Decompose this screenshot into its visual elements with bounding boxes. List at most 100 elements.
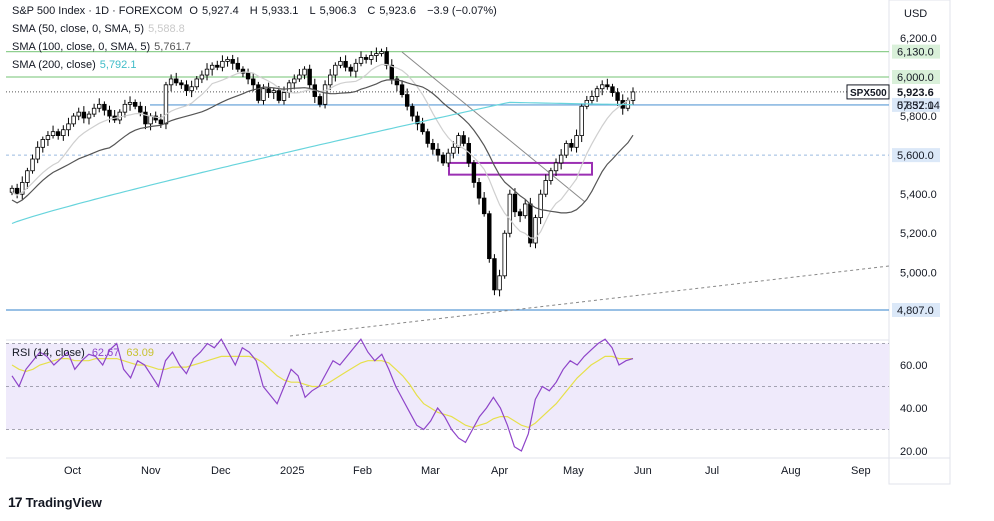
symbol-title: S&P 500 Index · 1D · FOREXCOM (12, 5, 183, 17)
candle (215, 64, 220, 68)
candle (122, 103, 128, 113)
candle (420, 123, 425, 133)
candle (230, 59, 235, 64)
candle (102, 103, 107, 111)
candle (446, 152, 451, 164)
candle (30, 158, 35, 172)
candle (548, 170, 554, 181)
candle (333, 64, 338, 76)
candle (184, 84, 189, 92)
candle (40, 139, 45, 148)
candle (256, 84, 261, 101)
ohlc-high: H 5,933.1 (249, 5, 299, 17)
candle (317, 96, 323, 105)
candle (338, 60, 343, 66)
candle (199, 74, 205, 80)
price-label-bg (892, 44, 940, 59)
candle (605, 84, 610, 88)
candle (389, 64, 394, 80)
sma100-line (11, 79, 634, 214)
time-tick-label: Mar (421, 465, 440, 477)
candle (369, 55, 374, 60)
candle (76, 111, 81, 117)
price-label-bg (892, 84, 940, 99)
tradingview-logo-icon: 17 (8, 494, 23, 510)
price-tick-label: 5,400.0 (900, 189, 937, 201)
candle (261, 88, 266, 101)
candle (502, 232, 507, 277)
candle (492, 258, 497, 291)
candle (163, 84, 169, 125)
time-tick-label: Dec (211, 465, 231, 477)
candle (353, 62, 359, 72)
candle (220, 60, 225, 68)
candle (143, 111, 148, 125)
time-tick-label: Nov (141, 465, 161, 477)
candle (589, 96, 595, 101)
candle (543, 180, 548, 195)
candle (343, 60, 348, 68)
time-tick-label: Jun (634, 465, 652, 477)
candle (512, 193, 518, 213)
candle (286, 82, 292, 94)
candle (600, 84, 605, 90)
candle (276, 90, 282, 101)
candle (138, 105, 143, 113)
candle (523, 203, 528, 217)
candle (71, 115, 76, 125)
candle (225, 59, 230, 62)
symbol-tag-bg (846, 84, 890, 100)
price-tick-label: 5,800.0 (900, 111, 937, 123)
time-tick-label: May (563, 465, 584, 477)
candle (451, 146, 456, 154)
candle (564, 143, 569, 156)
candle (574, 135, 579, 148)
rsi-legend[interactable]: RSI (14, close) 62.67 63.09 (12, 347, 154, 359)
candle (384, 51, 389, 66)
price-label-bg (892, 97, 940, 112)
candle (266, 88, 271, 94)
symbol-header: S&P 500 Index · 1D · FOREXCOM O 5,927.4 H… (12, 3, 501, 19)
ohlc-low: L 5,906.3 (309, 5, 357, 17)
candle (158, 119, 164, 125)
rsi-tick-label: 60.00 (900, 360, 928, 372)
candle (9, 187, 15, 193)
price-tick-label: 5,200.0 (900, 228, 937, 240)
candle (66, 123, 71, 131)
price-label: 4,807.0 (897, 305, 934, 317)
indicator-sma100[interactable]: SMA (100, close, 0, SMA, 5) 5,761.7 (12, 41, 191, 53)
candle (410, 105, 415, 117)
ascending-dashed-trendline (289, 265, 890, 337)
candle (91, 107, 97, 115)
candle (61, 129, 66, 136)
candle (538, 193, 543, 219)
candle (174, 78, 179, 84)
ohlc-close: C 5,923.6 (367, 5, 417, 17)
price-tick-label: 6,200.0 (900, 33, 937, 45)
time-tick-label: Aug (781, 465, 801, 477)
candle (271, 90, 276, 94)
candle (394, 78, 400, 86)
price-axis-frame (888, 0, 951, 485)
rsi-tick-label: 40.00 (900, 403, 928, 415)
candle (399, 84, 405, 95)
tradingview-brand[interactable]: 17 TradingView (8, 494, 102, 510)
sma100-value: 5,761.7 (154, 41, 191, 53)
candle (168, 78, 174, 86)
price-change: −3.9 (−0.07%) (427, 5, 497, 17)
rsi-ma-value: 63.09 (126, 347, 154, 359)
candle (471, 162, 477, 183)
candle (107, 109, 112, 117)
descending-trendline (401, 51, 586, 203)
candle (179, 82, 184, 86)
price-label: 5,600.0 (897, 150, 934, 162)
candle (456, 135, 461, 148)
candle (435, 148, 441, 156)
candle (440, 154, 446, 164)
candle (204, 68, 210, 76)
indicator-sma200[interactable]: SMA (200, close) 5,792.1 (12, 59, 137, 71)
indicator-sma50[interactable]: SMA (50, close, 0, SMA, 5) 5,588.8 (12, 23, 185, 35)
candle (148, 115, 153, 125)
support-zone-box (448, 161, 593, 176)
